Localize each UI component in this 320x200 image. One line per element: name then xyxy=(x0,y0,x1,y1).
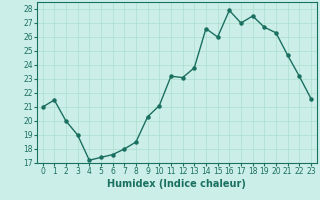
X-axis label: Humidex (Indice chaleur): Humidex (Indice chaleur) xyxy=(108,179,246,189)
